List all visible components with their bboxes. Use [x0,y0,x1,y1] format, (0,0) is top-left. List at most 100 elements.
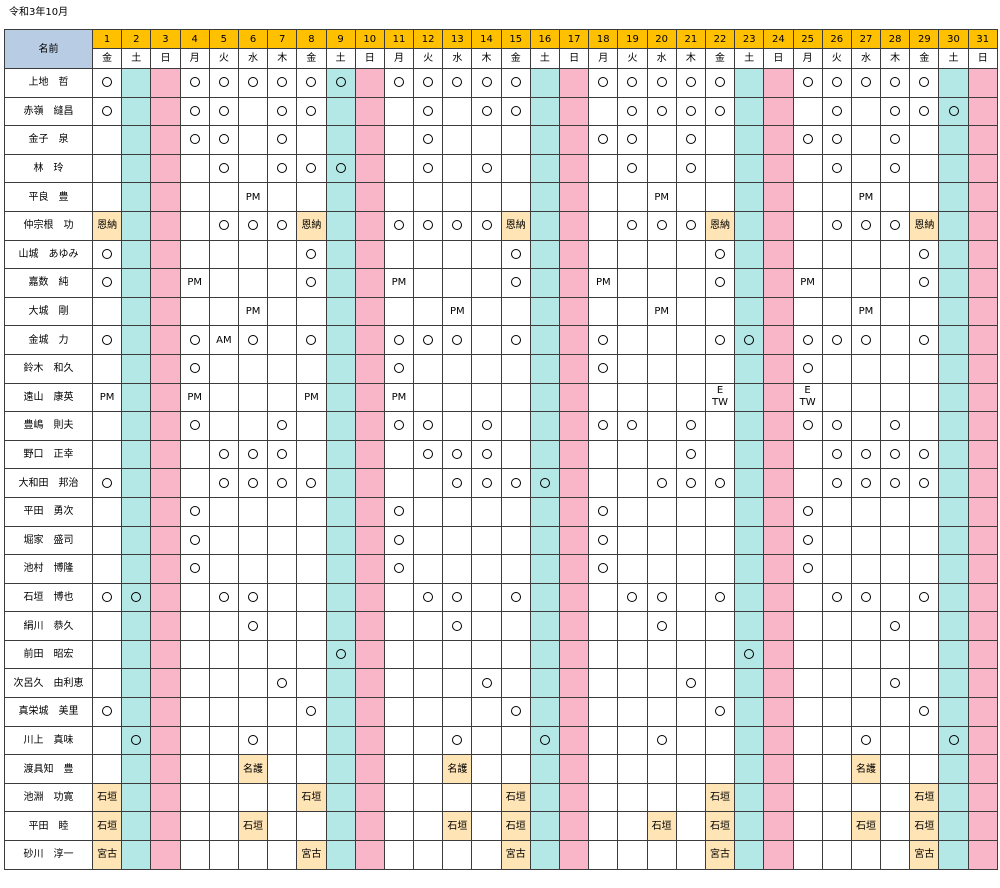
empty-cell[interactable] [588,468,619,498]
empty-cell[interactable] [588,96,619,127]
attendance-mark[interactable] [675,153,706,184]
empty-cell[interactable] [354,668,385,699]
empty-cell[interactable] [354,153,385,184]
attendance-mark[interactable] [91,239,123,270]
empty-cell[interactable] [354,325,385,355]
empty-cell[interactable] [471,840,502,870]
attendance-mark[interactable] [909,439,940,470]
empty-cell[interactable] [588,153,619,184]
schedule-entry[interactable]: E TW [792,382,823,413]
attendance-mark[interactable] [237,439,269,470]
empty-cell[interactable] [325,96,356,127]
attendance-mark[interactable] [850,582,882,613]
attendance-mark[interactable] [383,353,415,384]
empty-cell[interactable] [121,382,152,413]
empty-cell[interactable] [967,754,998,784]
empty-cell[interactable] [617,811,648,842]
empty-cell[interactable] [91,754,123,784]
empty-cell[interactable] [558,182,590,212]
empty-cell[interactable] [121,182,152,212]
attendance-mark[interactable] [909,582,940,613]
attendance-mark[interactable] [296,96,327,127]
empty-cell[interactable] [763,725,794,756]
empty-cell[interactable] [821,811,852,842]
empty-cell[interactable] [558,668,590,699]
empty-cell[interactable] [296,525,327,556]
attendance-mark[interactable] [471,439,502,470]
empty-cell[interactable] [150,668,181,699]
empty-cell[interactable] [179,697,210,727]
schedule-entry[interactable]: 石垣 [296,782,327,813]
empty-cell[interactable] [296,439,327,470]
attendance-mark[interactable] [383,325,415,355]
empty-cell[interactable] [763,554,794,584]
empty-cell[interactable] [734,611,765,641]
empty-cell[interactable] [588,811,619,842]
empty-cell[interactable] [500,153,531,184]
empty-cell[interactable] [91,639,123,670]
empty-cell[interactable] [763,96,794,127]
empty-cell[interactable] [967,268,998,298]
empty-cell[interactable] [208,411,239,441]
attendance-mark[interactable] [296,68,327,98]
empty-cell[interactable] [208,496,239,527]
attendance-mark[interactable] [850,210,882,241]
empty-cell[interactable] [850,639,882,670]
empty-cell[interactable] [267,525,298,556]
empty-cell[interactable] [500,182,531,212]
empty-cell[interactable] [734,411,765,441]
empty-cell[interactable] [850,782,882,813]
empty-cell[interactable] [792,239,823,270]
empty-cell[interactable] [792,210,823,241]
empty-cell[interactable] [880,182,911,212]
attendance-mark[interactable] [442,582,473,613]
empty-cell[interactable] [442,153,473,184]
empty-cell[interactable] [413,697,444,727]
attendance-mark[interactable] [413,125,444,155]
empty-cell[interactable] [529,697,561,727]
empty-cell[interactable] [675,840,706,870]
empty-cell[interactable] [354,439,385,470]
attendance-mark[interactable] [646,582,677,613]
empty-cell[interactable] [208,239,239,270]
empty-cell[interactable] [675,525,706,556]
empty-cell[interactable] [734,125,765,155]
empty-cell[interactable] [354,725,385,756]
empty-cell[interactable] [354,268,385,298]
empty-cell[interactable] [354,125,385,155]
attendance-mark[interactable] [734,325,765,355]
empty-cell[interactable] [296,811,327,842]
empty-cell[interactable] [529,296,561,327]
schedule-entry[interactable]: AM [208,325,239,355]
empty-cell[interactable] [179,182,210,212]
schedule-entry[interactable]: 名護 [442,754,473,784]
attendance-mark[interactable] [909,697,940,727]
empty-cell[interactable] [296,182,327,212]
empty-cell[interactable] [121,639,152,670]
empty-cell[interactable] [909,296,940,327]
empty-cell[interactable] [179,754,210,784]
empty-cell[interactable] [121,325,152,355]
empty-cell[interactable] [850,96,882,127]
empty-cell[interactable] [880,382,911,413]
empty-cell[interactable] [675,182,706,212]
attendance-mark[interactable] [821,96,852,127]
empty-cell[interactable] [675,725,706,756]
empty-cell[interactable] [646,668,677,699]
attendance-mark[interactable] [471,96,502,127]
attendance-mark[interactable] [646,611,677,641]
empty-cell[interactable] [821,639,852,670]
empty-cell[interactable] [558,153,590,184]
empty-cell[interactable] [850,411,882,441]
empty-cell[interactable] [150,353,181,384]
attendance-mark[interactable] [500,96,531,127]
empty-cell[interactable] [734,582,765,613]
empty-cell[interactable] [267,840,298,870]
empty-cell[interactable] [558,239,590,270]
empty-cell[interactable] [646,239,677,270]
attendance-mark[interactable] [237,68,269,98]
empty-cell[interactable] [179,782,210,813]
schedule-entry[interactable]: 石垣 [850,811,882,842]
empty-cell[interactable] [383,468,415,498]
empty-cell[interactable] [909,525,940,556]
